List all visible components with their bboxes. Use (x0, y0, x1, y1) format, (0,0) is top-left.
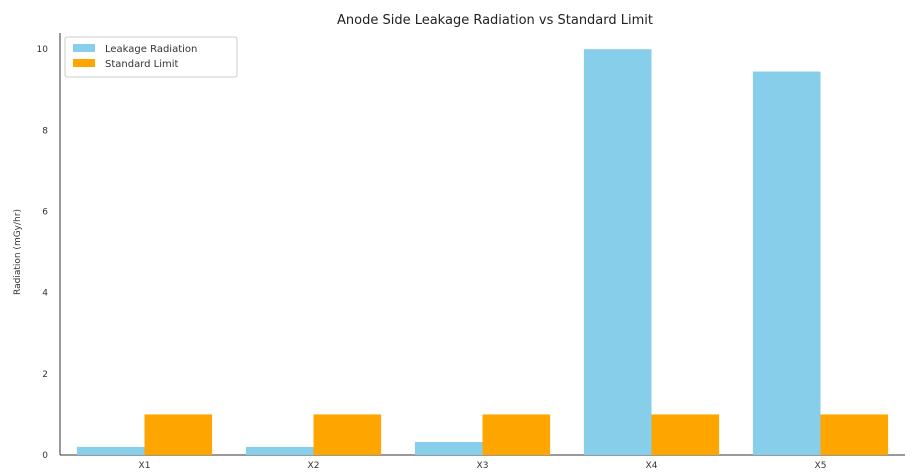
legend: Leakage Radiation Standard Limit (64, 36, 238, 78)
y-tick-label: 4 (42, 289, 48, 299)
legend-box (64, 36, 238, 78)
bars-group (76, 49, 889, 455)
bar-x4-leakage-radiation (583, 49, 652, 455)
legend-swatch (73, 44, 95, 52)
bar-x5-leakage-radiation (752, 71, 821, 455)
bar-x5-standard-limit (820, 414, 889, 455)
y-tick-label: 10 (37, 45, 49, 55)
x-tick-label: X1 (139, 461, 151, 471)
bar-x1-leakage-radiation (76, 446, 145, 455)
y-tick-label: 0 (42, 451, 48, 461)
bar-x3-standard-limit (482, 414, 551, 455)
y-tick-label: 8 (42, 126, 48, 136)
x-tick-label: X2 (308, 461, 320, 471)
y-tick-label: 2 (42, 370, 48, 380)
y-tick-label: 6 (42, 208, 48, 218)
x-tick-label: X4 (646, 461, 658, 471)
legend-label: Leakage Radiation (105, 44, 197, 55)
bar-x3-leakage-radiation (414, 442, 483, 455)
y-axis-label: Radiation (mGy/hr) (13, 209, 23, 295)
legend-swatch (73, 59, 95, 67)
bar-x4-standard-limit (651, 414, 720, 455)
legend-label: Standard Limit (105, 59, 179, 70)
y-tick-labels: 0 2 4 6 8 10 (37, 45, 49, 461)
bar-x2-standard-limit (313, 414, 382, 455)
x-tick-labels: X1 X2 X3 X4 X5 (139, 461, 827, 471)
bar-x1-standard-limit (144, 414, 213, 455)
bar-x2-leakage-radiation (245, 446, 314, 455)
x-tick-label: X5 (815, 461, 827, 471)
x-tick-label: X3 (477, 461, 489, 471)
chart-title: Anode Side Leakage Radiation vs Standard… (337, 13, 653, 28)
